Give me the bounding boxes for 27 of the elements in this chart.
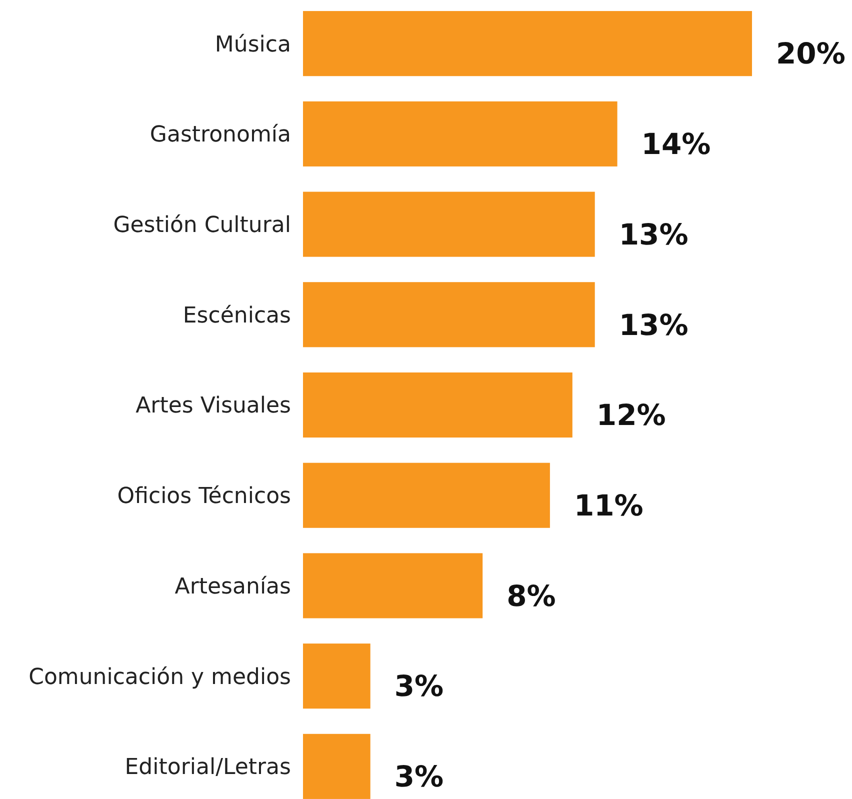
data-label: 20% <box>776 36 846 71</box>
data-label: 3% <box>394 760 444 794</box>
bar <box>303 372 572 438</box>
y-tick-label: Escénicas <box>182 303 291 328</box>
bar <box>303 192 595 257</box>
bar <box>303 734 370 799</box>
y-tick-label: Oficios Técnicos <box>117 484 291 510</box>
data-label: 12% <box>596 398 666 432</box>
bar <box>303 101 618 166</box>
bar <box>303 282 595 348</box>
bar <box>303 553 483 618</box>
y-tick-label: Artes Visuales <box>136 394 291 419</box>
data-label: 14% <box>641 127 711 162</box>
data-label: 13% <box>618 308 688 342</box>
y-tick-label: Música <box>214 32 291 58</box>
y-tick-label: Artesanías <box>174 574 291 600</box>
data-label: 11% <box>574 488 644 523</box>
y-tick-label: Gastronomía <box>150 122 291 148</box>
bar <box>303 462 550 528</box>
data-label: 13% <box>618 217 688 252</box>
y-tick-label: Comunicación y medios <box>28 664 291 690</box>
data-label: 8% <box>506 578 556 613</box>
bar <box>303 11 752 76</box>
y-tick-label: Editorial/Letras <box>124 755 291 780</box>
y-tick-label: Gestión Cultural <box>113 212 291 238</box>
bar <box>303 644 370 709</box>
data-label: 3% <box>394 669 444 704</box>
